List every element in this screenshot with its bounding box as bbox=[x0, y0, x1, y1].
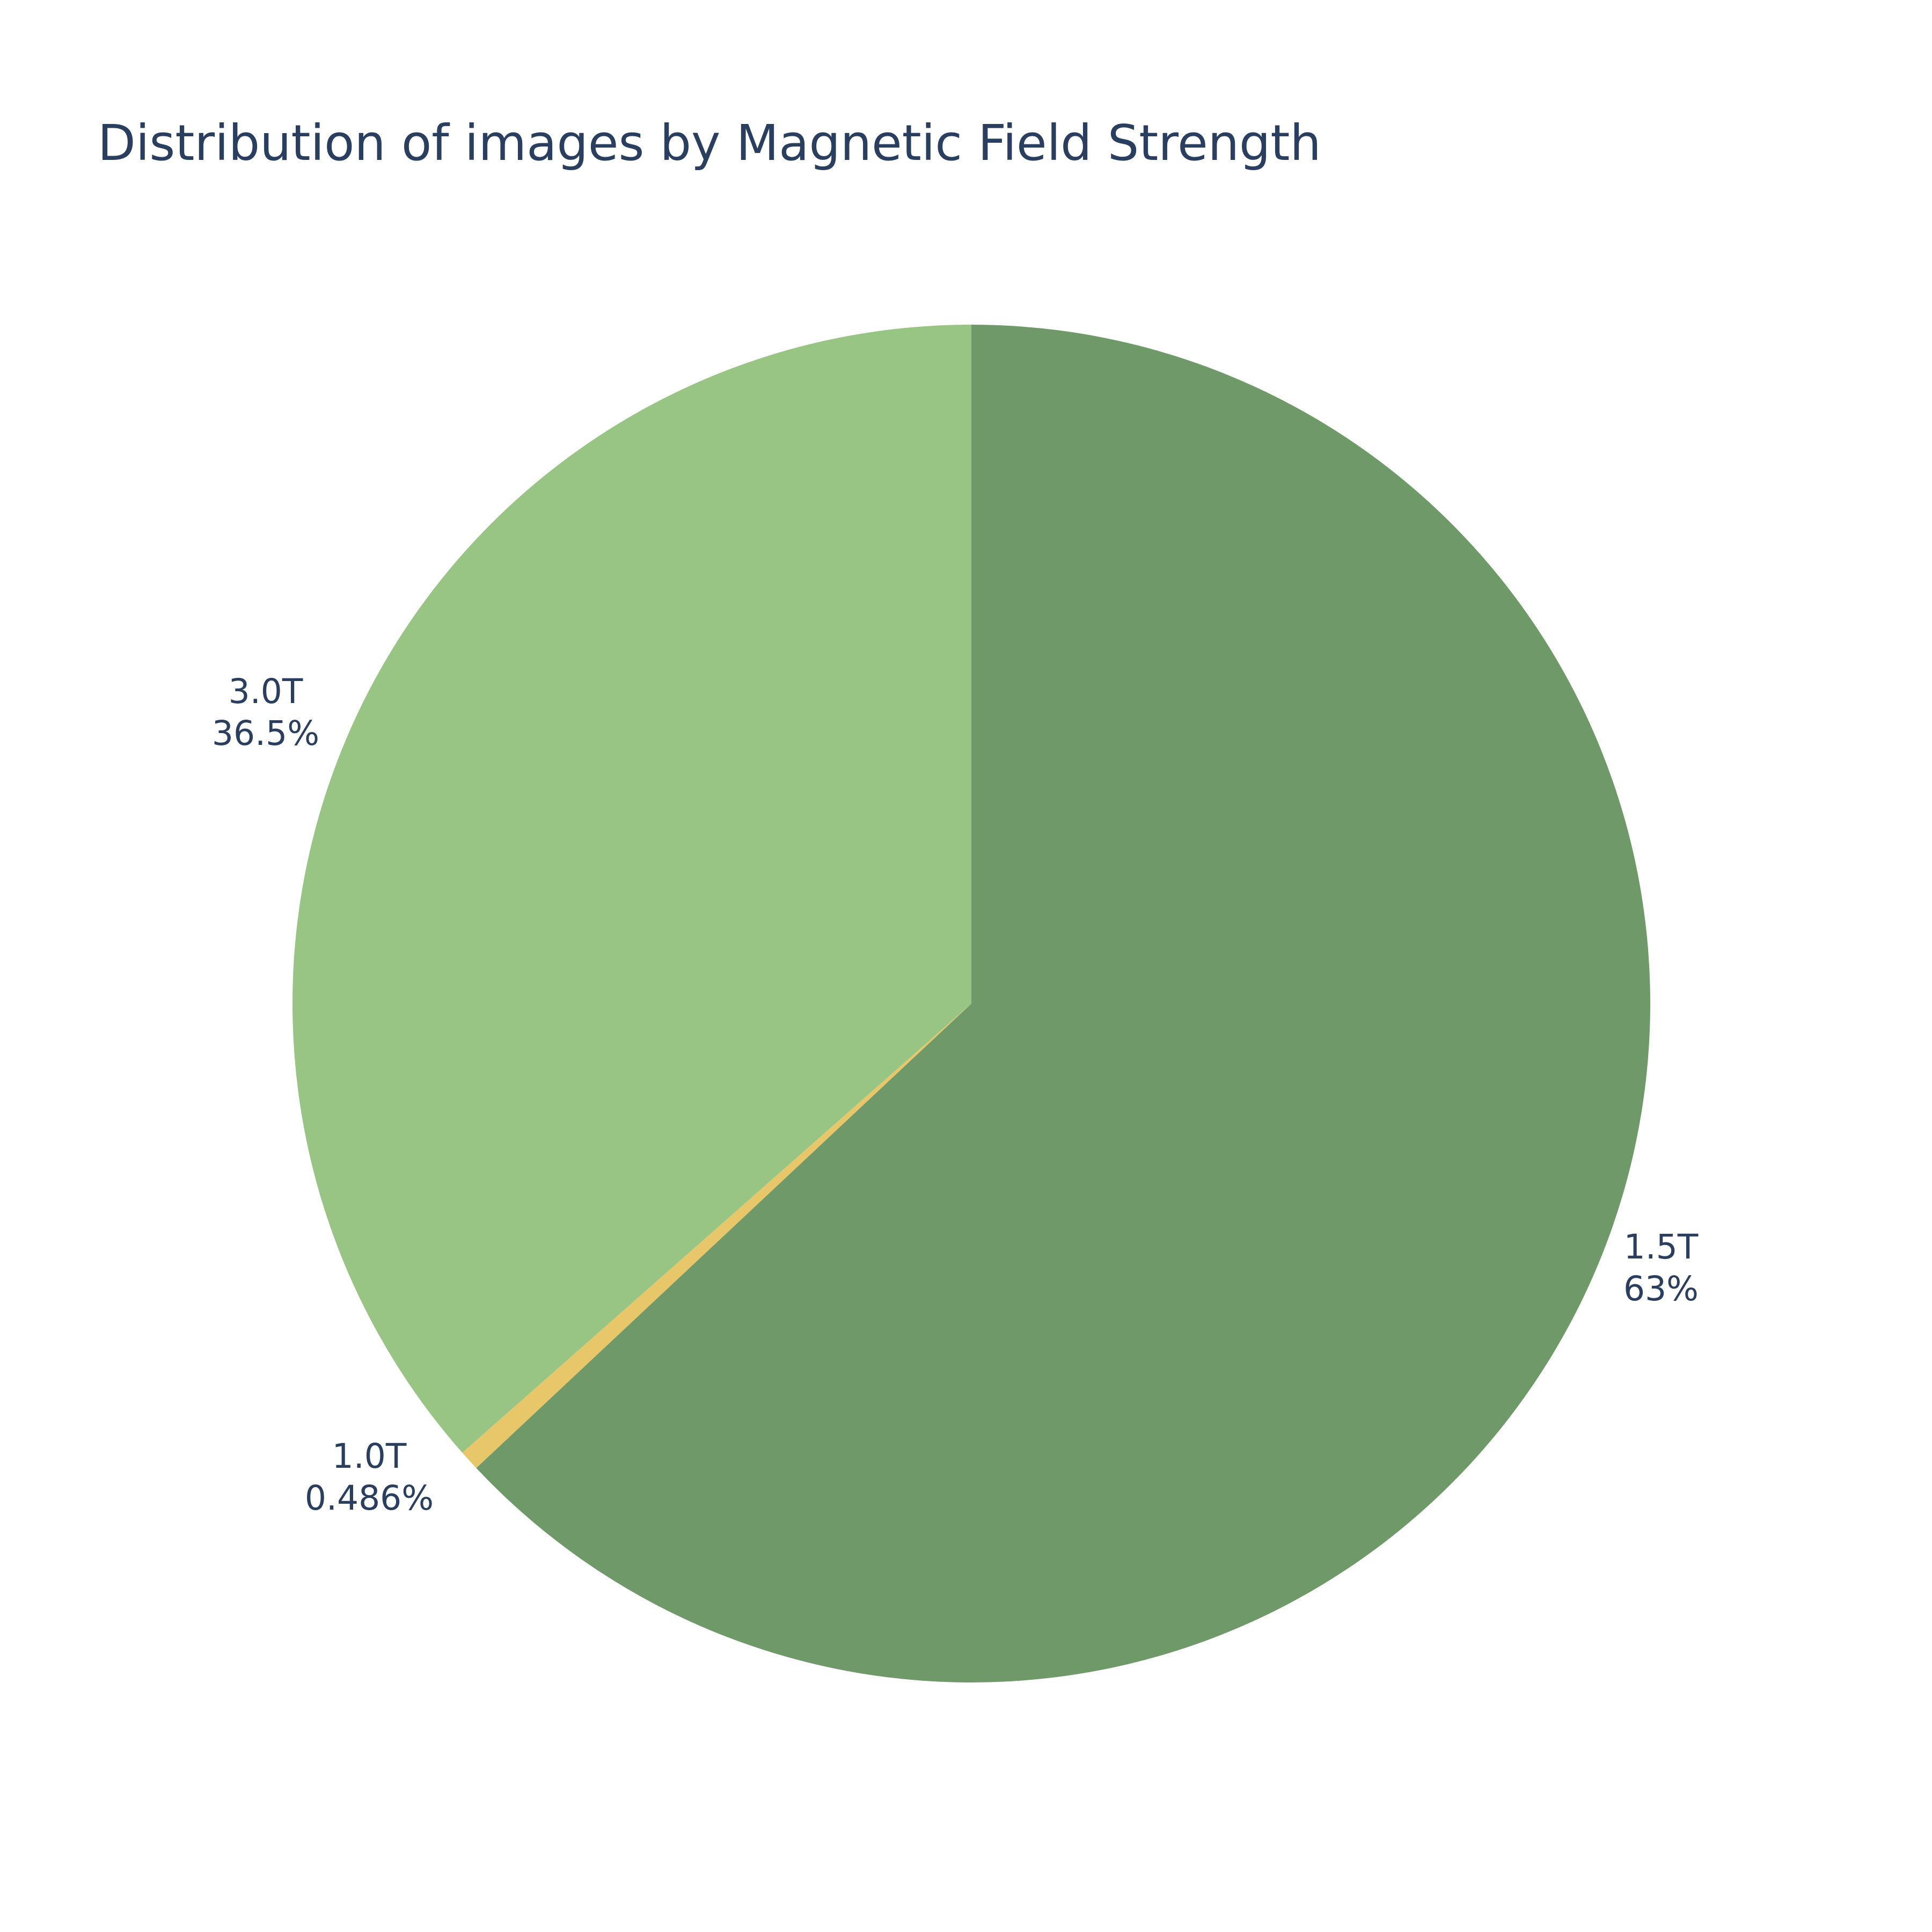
slice-percent-label: 63% bbox=[1623, 1269, 1699, 1308]
slice-percent-label: 0.486% bbox=[305, 1479, 434, 1518]
slice-label-1-0t: 1.0T 0.486% bbox=[305, 1437, 434, 1518]
slice-category-label: 3.0T bbox=[229, 672, 303, 711]
slice-label-3-0t: 3.0T 36.5% bbox=[212, 672, 319, 753]
pie-slice-1-0t bbox=[462, 1004, 971, 1468]
slice-category-label: 1.0T bbox=[332, 1437, 407, 1476]
pie-slices bbox=[292, 324, 1650, 1682]
pie-slice-3-0t bbox=[292, 324, 971, 1453]
pie-labels: 1.5T 63% 1.0T 0.486% 3.0T 36.5% bbox=[212, 672, 1699, 1518]
slice-label-1-5t: 1.5T 63% bbox=[1623, 1227, 1699, 1308]
pie-slice-1-5t bbox=[476, 325, 1650, 1682]
chart-title: Distribution of images by Magnetic Field… bbox=[98, 114, 1321, 172]
slice-category-label: 1.5T bbox=[1624, 1227, 1699, 1267]
slice-percent-label: 36.5% bbox=[212, 714, 319, 753]
